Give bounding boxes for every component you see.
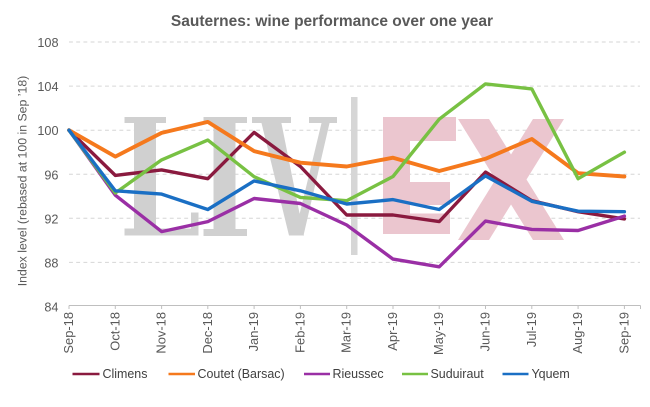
svg-text:Mar-19: Mar-19 <box>339 312 354 353</box>
svg-text:92: 92 <box>44 212 58 226</box>
svg-text:Dec-18: Dec-18 <box>200 312 215 354</box>
svg-text:Apr-19: Apr-19 <box>385 312 400 351</box>
svg-text:Jul-19: Jul-19 <box>524 312 539 347</box>
svg-text:Feb-19: Feb-19 <box>292 312 307 353</box>
svg-text:96: 96 <box>44 168 58 182</box>
svg-text:Jan-19: Jan-19 <box>246 312 261 351</box>
svg-text:Aug-19: Aug-19 <box>570 312 585 354</box>
svg-text:Sep-18: Sep-18 <box>61 312 76 354</box>
svg-text:88: 88 <box>44 256 58 270</box>
svg-text:108: 108 <box>37 36 58 50</box>
svg-text:104: 104 <box>37 80 58 94</box>
svg-text:Suduiraut: Suduiraut <box>431 367 485 381</box>
svg-text:Nov-18: Nov-18 <box>154 312 169 354</box>
svg-text:Sauternes: wine performance ov: Sauternes: wine performance over one yea… <box>171 13 493 30</box>
svg-text:Climens: Climens <box>103 367 148 381</box>
svg-text:Yquem: Yquem <box>532 367 570 381</box>
svg-text:Oct-18: Oct-18 <box>107 312 122 351</box>
svg-text:Rieussec: Rieussec <box>333 367 384 381</box>
svg-text:Sep-19: Sep-19 <box>616 312 631 354</box>
svg-text:Coutet (Barsac): Coutet (Barsac) <box>198 367 285 381</box>
svg-text:May-19: May-19 <box>431 312 446 355</box>
svg-text:Jun-19: Jun-19 <box>478 312 493 351</box>
svg-text:100: 100 <box>37 124 58 138</box>
svg-text:84: 84 <box>44 301 58 315</box>
svg-text:Index level (rebased at 100 in: Index level (rebased at 100 in Sep ’18) <box>16 76 30 287</box>
